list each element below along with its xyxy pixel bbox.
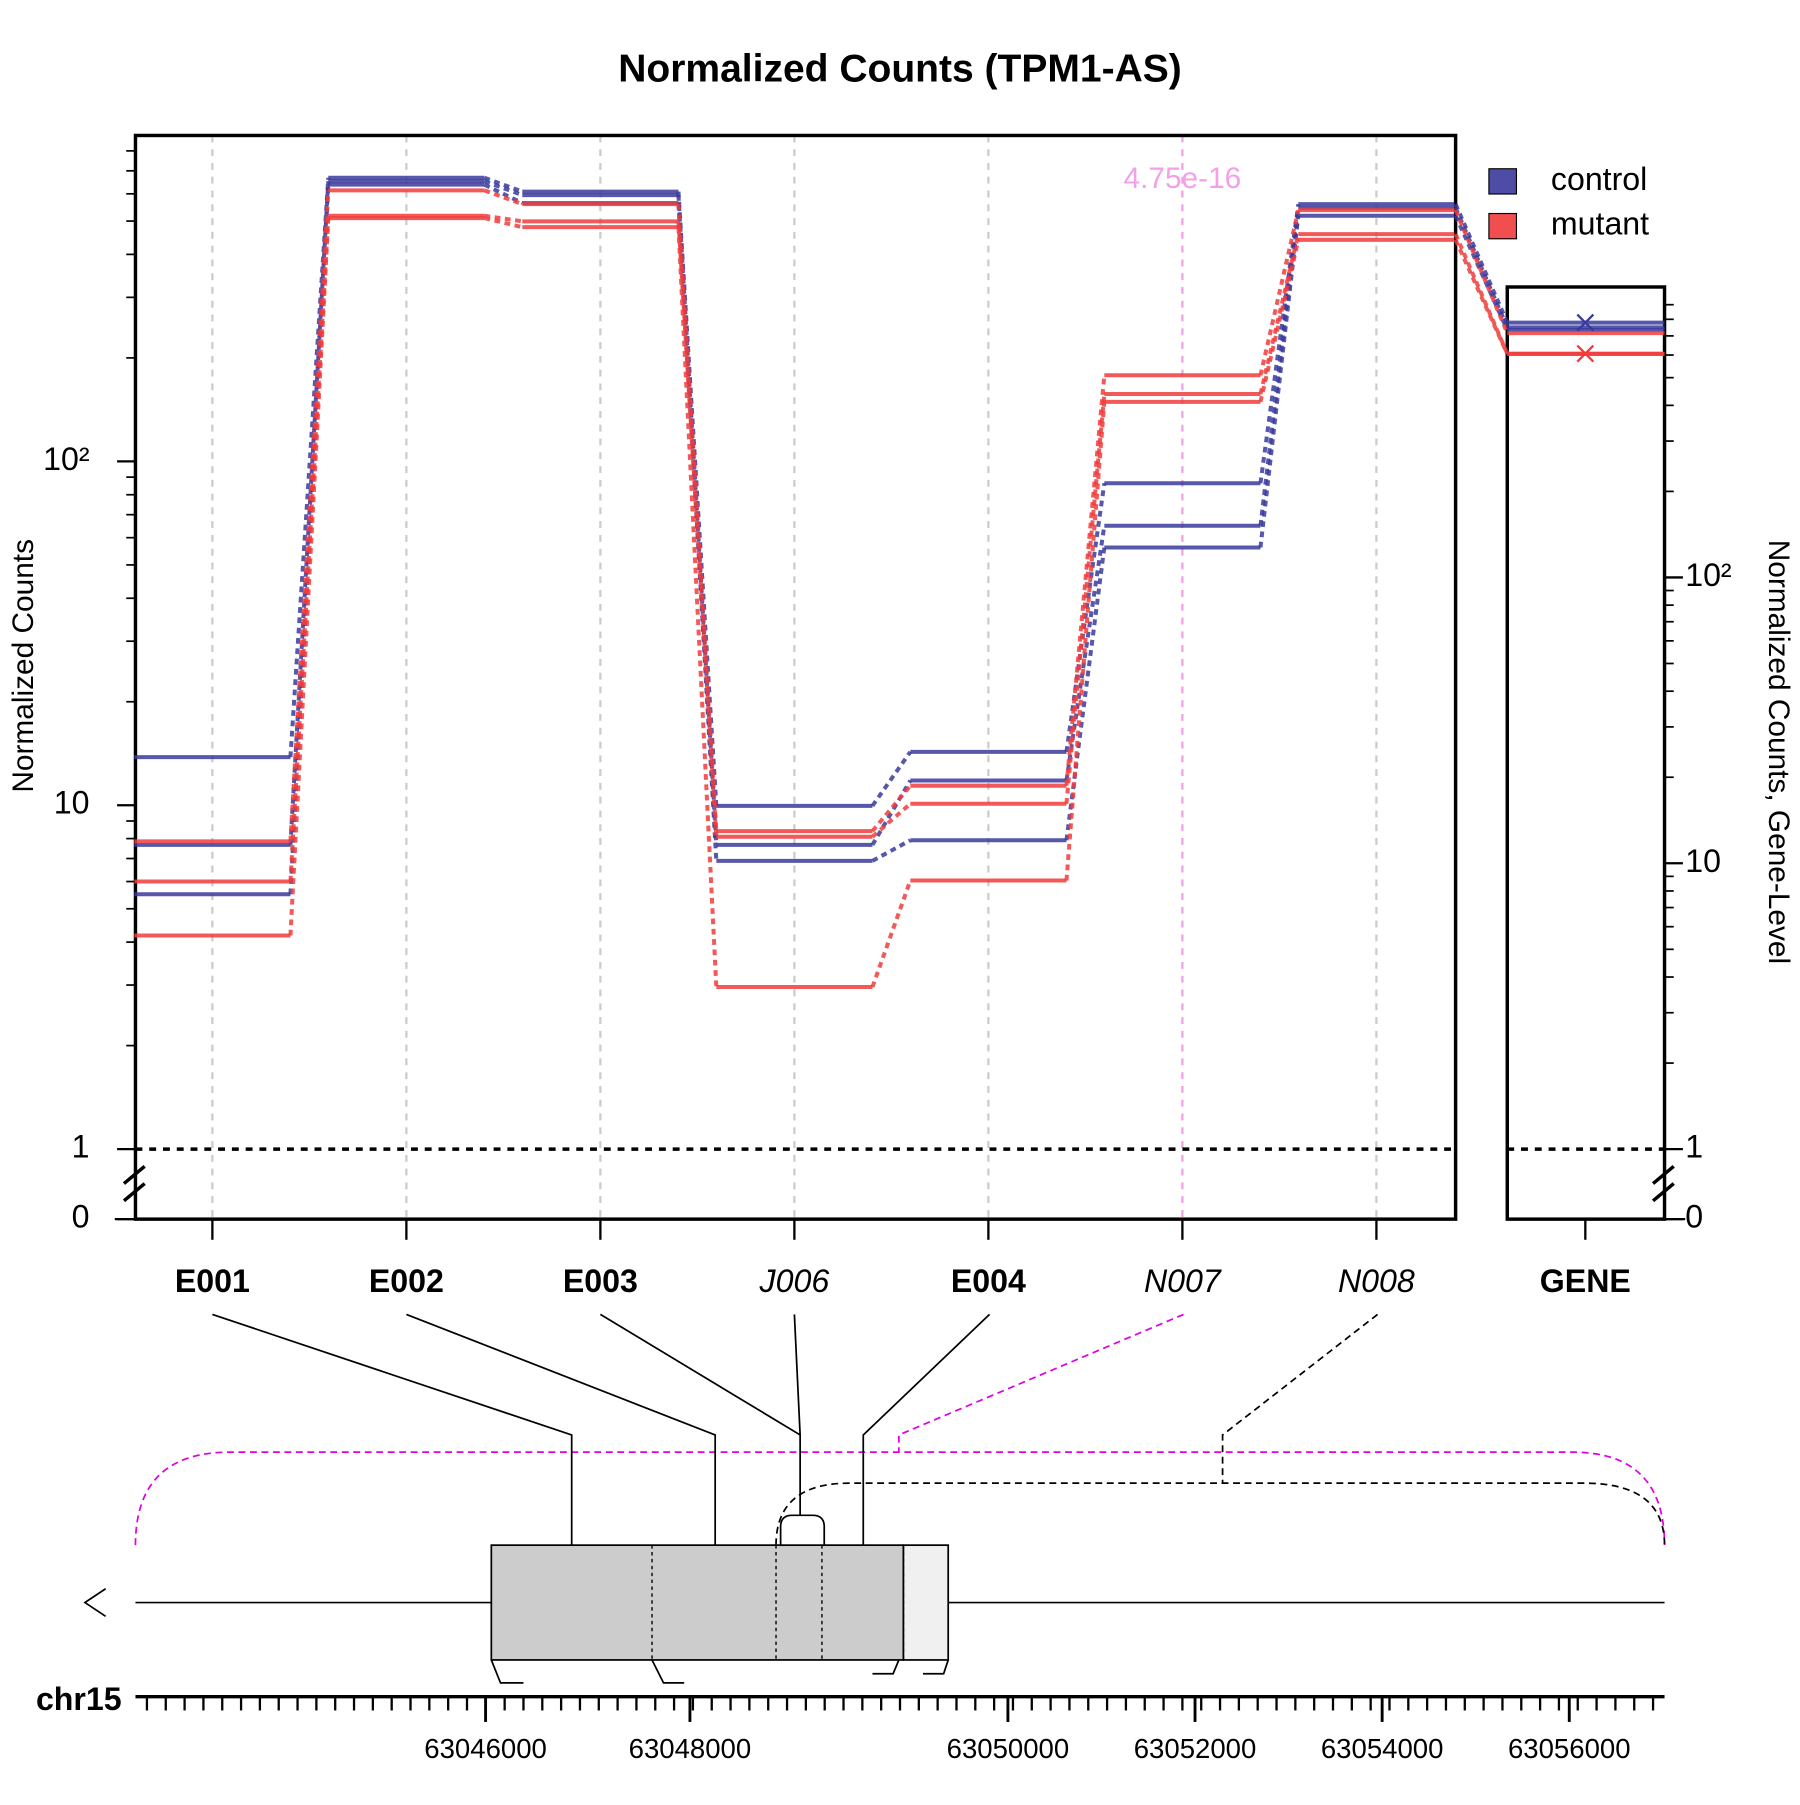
connector <box>1258 209 1301 376</box>
axis-break <box>1651 1165 1675 1203</box>
connector <box>288 177 331 758</box>
y-axis-title: Normalized Counts <box>7 539 40 793</box>
connector <box>1258 239 1301 403</box>
genome-tick-label: 63054000 <box>1321 1733 1444 1764</box>
connector <box>1453 233 1510 355</box>
x-tick-label: E002 <box>369 1263 444 1299</box>
connector <box>483 175 524 194</box>
genome-tick-label: 63050000 <box>947 1733 1070 1764</box>
mean-marker <box>1576 344 1595 363</box>
connector <box>870 779 913 846</box>
y-tick-label: 0 <box>72 1199 90 1235</box>
exon-box <box>490 1544 905 1661</box>
connector <box>1258 215 1301 548</box>
x-tick-label: E001 <box>175 1263 250 1299</box>
genome-tick-label: 63048000 <box>629 1733 752 1764</box>
x-tick-label: GENE <box>1540 1263 1631 1299</box>
connector <box>1258 233 1301 395</box>
genome-tick-label: 63056000 <box>1508 1733 1631 1764</box>
mean-marker <box>1576 313 1595 332</box>
y-tick-label: 1 <box>72 1129 90 1165</box>
connector <box>870 879 913 988</box>
plot-frame <box>133 133 1458 1221</box>
connector <box>676 227 719 988</box>
strand-arrow <box>83 1588 107 1618</box>
y-tick-label: 10 <box>54 785 90 821</box>
connector <box>1453 238 1510 355</box>
gene-frame <box>1505 285 1667 1221</box>
legend-swatch <box>1488 212 1518 240</box>
connector <box>1064 547 1107 841</box>
connector <box>1064 401 1107 881</box>
connector <box>483 179 524 197</box>
connector <box>484 213 523 224</box>
connector <box>870 750 912 808</box>
legend-swatch <box>1488 168 1518 195</box>
connector <box>483 216 523 230</box>
connector <box>1064 375 1107 786</box>
connector <box>1258 207 1301 526</box>
connector <box>1064 393 1107 804</box>
connector <box>676 194 719 845</box>
chart-title: Normalized Counts (TPM1-AS) <box>618 47 1182 90</box>
legend-label: control <box>1551 161 1647 197</box>
gene-model <box>83 1313 1666 1699</box>
x-tick-label: N007 <box>1144 1263 1222 1299</box>
x-tick-label: E003 <box>563 1263 638 1299</box>
connector <box>288 217 331 936</box>
y-tick-label: 10² <box>43 441 90 477</box>
x-tick-label: N008 <box>1338 1263 1415 1299</box>
x-tick-label: J006 <box>759 1263 830 1299</box>
y2-tick-label: 0 <box>1685 1199 1703 1235</box>
chrom-label: chr15 <box>36 1681 122 1717</box>
connector <box>483 188 524 207</box>
y2-tick-label: 10 <box>1685 843 1721 879</box>
connector <box>1453 209 1510 334</box>
connector <box>1258 203 1301 484</box>
exon-box <box>902 1544 950 1661</box>
connector <box>871 838 912 863</box>
y2-tick-label: 10² <box>1685 557 1732 593</box>
y2-axis-title: Normalized Counts, Gene-Level <box>1762 540 1795 964</box>
connector <box>871 802 912 839</box>
connector <box>288 181 331 845</box>
x-tick-label: E004 <box>951 1263 1026 1299</box>
annotation: 4.75e-16 <box>1124 162 1242 195</box>
genome-tick-label: 63046000 <box>424 1733 547 1764</box>
legend-label: mutant <box>1551 206 1649 242</box>
genome-tick-label: 63052000 <box>1134 1733 1257 1764</box>
connector <box>288 190 331 842</box>
y2-tick-label: 1 <box>1685 1129 1703 1165</box>
